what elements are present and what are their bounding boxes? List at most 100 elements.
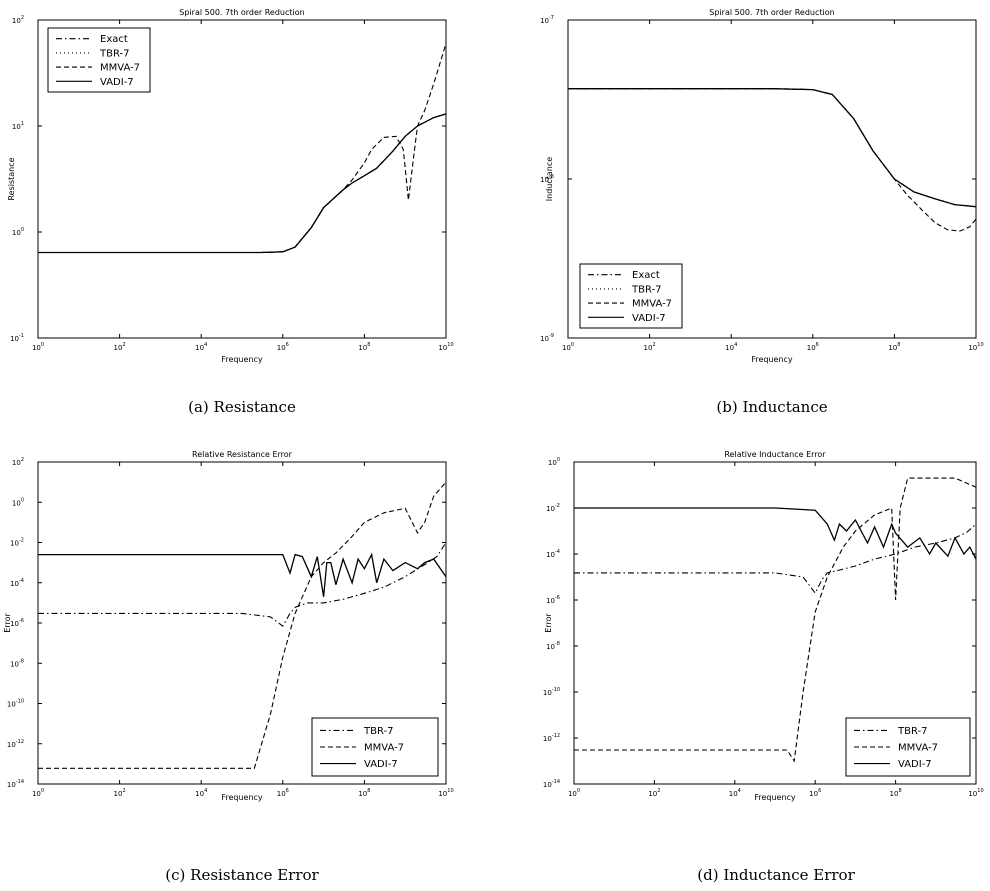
x-tick-label: 102 [114,788,126,798]
series-line-mmva-7 [38,43,446,254]
caption-resistance: (a) Resistance [188,398,296,416]
series-line-mmva-7 [38,481,446,769]
y-axis-label: Error [544,613,553,633]
series-lines [38,43,446,254]
y-tick-label: 10-7 [540,15,554,25]
legend-label: MMVA-7 [898,743,938,754]
x-tick-label: 100 [32,788,44,798]
series-line-mmva-7 [568,88,976,232]
legend: Exact TBR-7 MMVA-7 VADI-7 [579,263,683,329]
x-tick-label: 104 [725,342,737,352]
x-tick-label: 104 [195,342,207,352]
series-lines [568,88,976,232]
plot-frame [573,461,977,785]
chart-title: Spiral 500. 7th order Reduction [709,8,834,17]
y-tick-label: 10-6 [546,595,560,605]
x-tick-label: 102 [644,342,656,352]
legend-label: TBR-7 [363,726,393,737]
x-tick-label: 108 [358,788,370,798]
y-tick-label: 10-1 [10,333,24,343]
legend-label: Exact [100,34,128,45]
legend-box [579,263,683,329]
series-line-vadi-7 [568,88,976,208]
y-tick-label: 10-2 [10,538,24,548]
x-tick-label: 102 [114,342,126,352]
y-tick-label: 10-10 [7,699,24,709]
legend-label: VADI-7 [898,759,932,770]
x-tick-label: 106 [277,342,289,352]
y-tick-label: 10-10 [543,687,560,697]
y-tick-label: 10-6 [10,618,24,628]
y-tick-label: 100 [12,227,24,237]
y-axis-label: Error [3,613,12,633]
legend-label: VADI-7 [364,759,398,770]
y-tick-label: 10-4 [10,578,24,588]
x-tick-label: 108 [888,342,900,352]
y-tick-label: 10-14 [543,779,560,789]
y-axis-label: Inductance [545,157,554,201]
y-tick-label: 10-8 [540,174,554,184]
series-line-tbr-7 [38,113,446,254]
x-tick-label: 102 [648,788,660,798]
chart-title: Spiral 500. 7th order Reduction [179,8,304,17]
axis-ticks: 100 102 104 106 108 1010 10-14 10-12 10-10 10-8 10… [543,457,984,798]
series-lines [574,477,976,763]
chart-inductance-error: Relative Inductance Error Frequency Erro… [543,450,984,802]
legend: Exact TBR-7 MMVA-7 VADI-7 [47,27,151,93]
legend: TBR-7 MMVA-7 VADI-7 [845,717,971,777]
plot-frame [37,19,447,339]
x-axis-label: Frequency [221,793,263,802]
chart-inductance: Spiral 500. 7th order Reduction Frequenc… [540,8,984,364]
x-tick-label: 1010 [968,342,983,352]
legend-label: MMVA-7 [632,299,672,310]
caption-inductance-error: (d) Inductance Error [697,866,855,884]
legend: TBR-7 MMVA-7 VADI-7 [311,717,439,777]
x-tick-label: 106 [809,788,821,798]
x-tick-label: 104 [195,788,207,798]
y-tick-label: 10-12 [543,733,560,743]
x-tick-label: 1010 [438,342,453,352]
series-line-vadi-7 [38,552,446,597]
x-tick-label: 108 [890,788,902,798]
legend-label: MMVA-7 [364,743,404,754]
y-tick-label: 100 [12,497,24,507]
y-tick-label: 10-12 [7,739,24,749]
axis-ticks: 100 102 104 106 108 1010 10-9 10-8 10-7 [540,15,984,352]
y-tick-label: 10-2 [546,503,560,513]
x-tick-label: 100 [562,342,574,352]
y-tick-label: 10-4 [546,549,560,559]
x-tick-label: 1010 [438,788,453,798]
series-line-vadi-7 [574,507,976,560]
y-tick-label: 10-14 [7,779,24,789]
series-line-mmva-7 [574,477,976,763]
legend-label: VADI-7 [632,313,666,324]
x-tick-label: 100 [568,788,580,798]
legend-label: MMVA-7 [100,63,140,74]
x-tick-label: 106 [807,342,819,352]
x-axis-label: Frequency [754,793,796,802]
y-tick-label: 10-9 [540,333,554,343]
series-line-tbr-7 [568,88,976,208]
axis-ticks: 100 102 104 106 108 1010 10-14 10-12 10-10 10-8 10… [7,457,454,798]
series-line-exact [568,88,976,208]
y-tick-label: 102 [12,457,24,467]
chart-resistance-error: Relative Resistance Error Frequency Erro… [3,450,454,802]
y-tick-label: 10-8 [10,658,24,668]
axis-ticks: 100 102 104 106 108 1010 10-1 100 101 102 [10,15,454,352]
legend-label: TBR-7 [897,726,927,737]
caption-inductance: (b) Inductance [716,398,828,416]
chart-resistance: Spiral 500. 7th order Reduction Frequenc… [7,8,454,364]
legend-label: VADI-7 [100,77,134,88]
series-line-vadi-7 [38,113,446,254]
legend-label: Exact [632,270,660,281]
chart-title: Relative Resistance Error [192,450,293,459]
y-axis-label: Resistance [7,157,16,200]
series-line-tbr-7 [574,523,976,595]
y-tick-label: 100 [548,457,560,467]
legend-box [47,27,151,93]
y-tick-label: 102 [12,15,24,25]
legend-label: TBR-7 [99,48,129,59]
x-tick-label: 108 [358,342,370,352]
chart-title: Relative Inductance Error [724,450,826,459]
